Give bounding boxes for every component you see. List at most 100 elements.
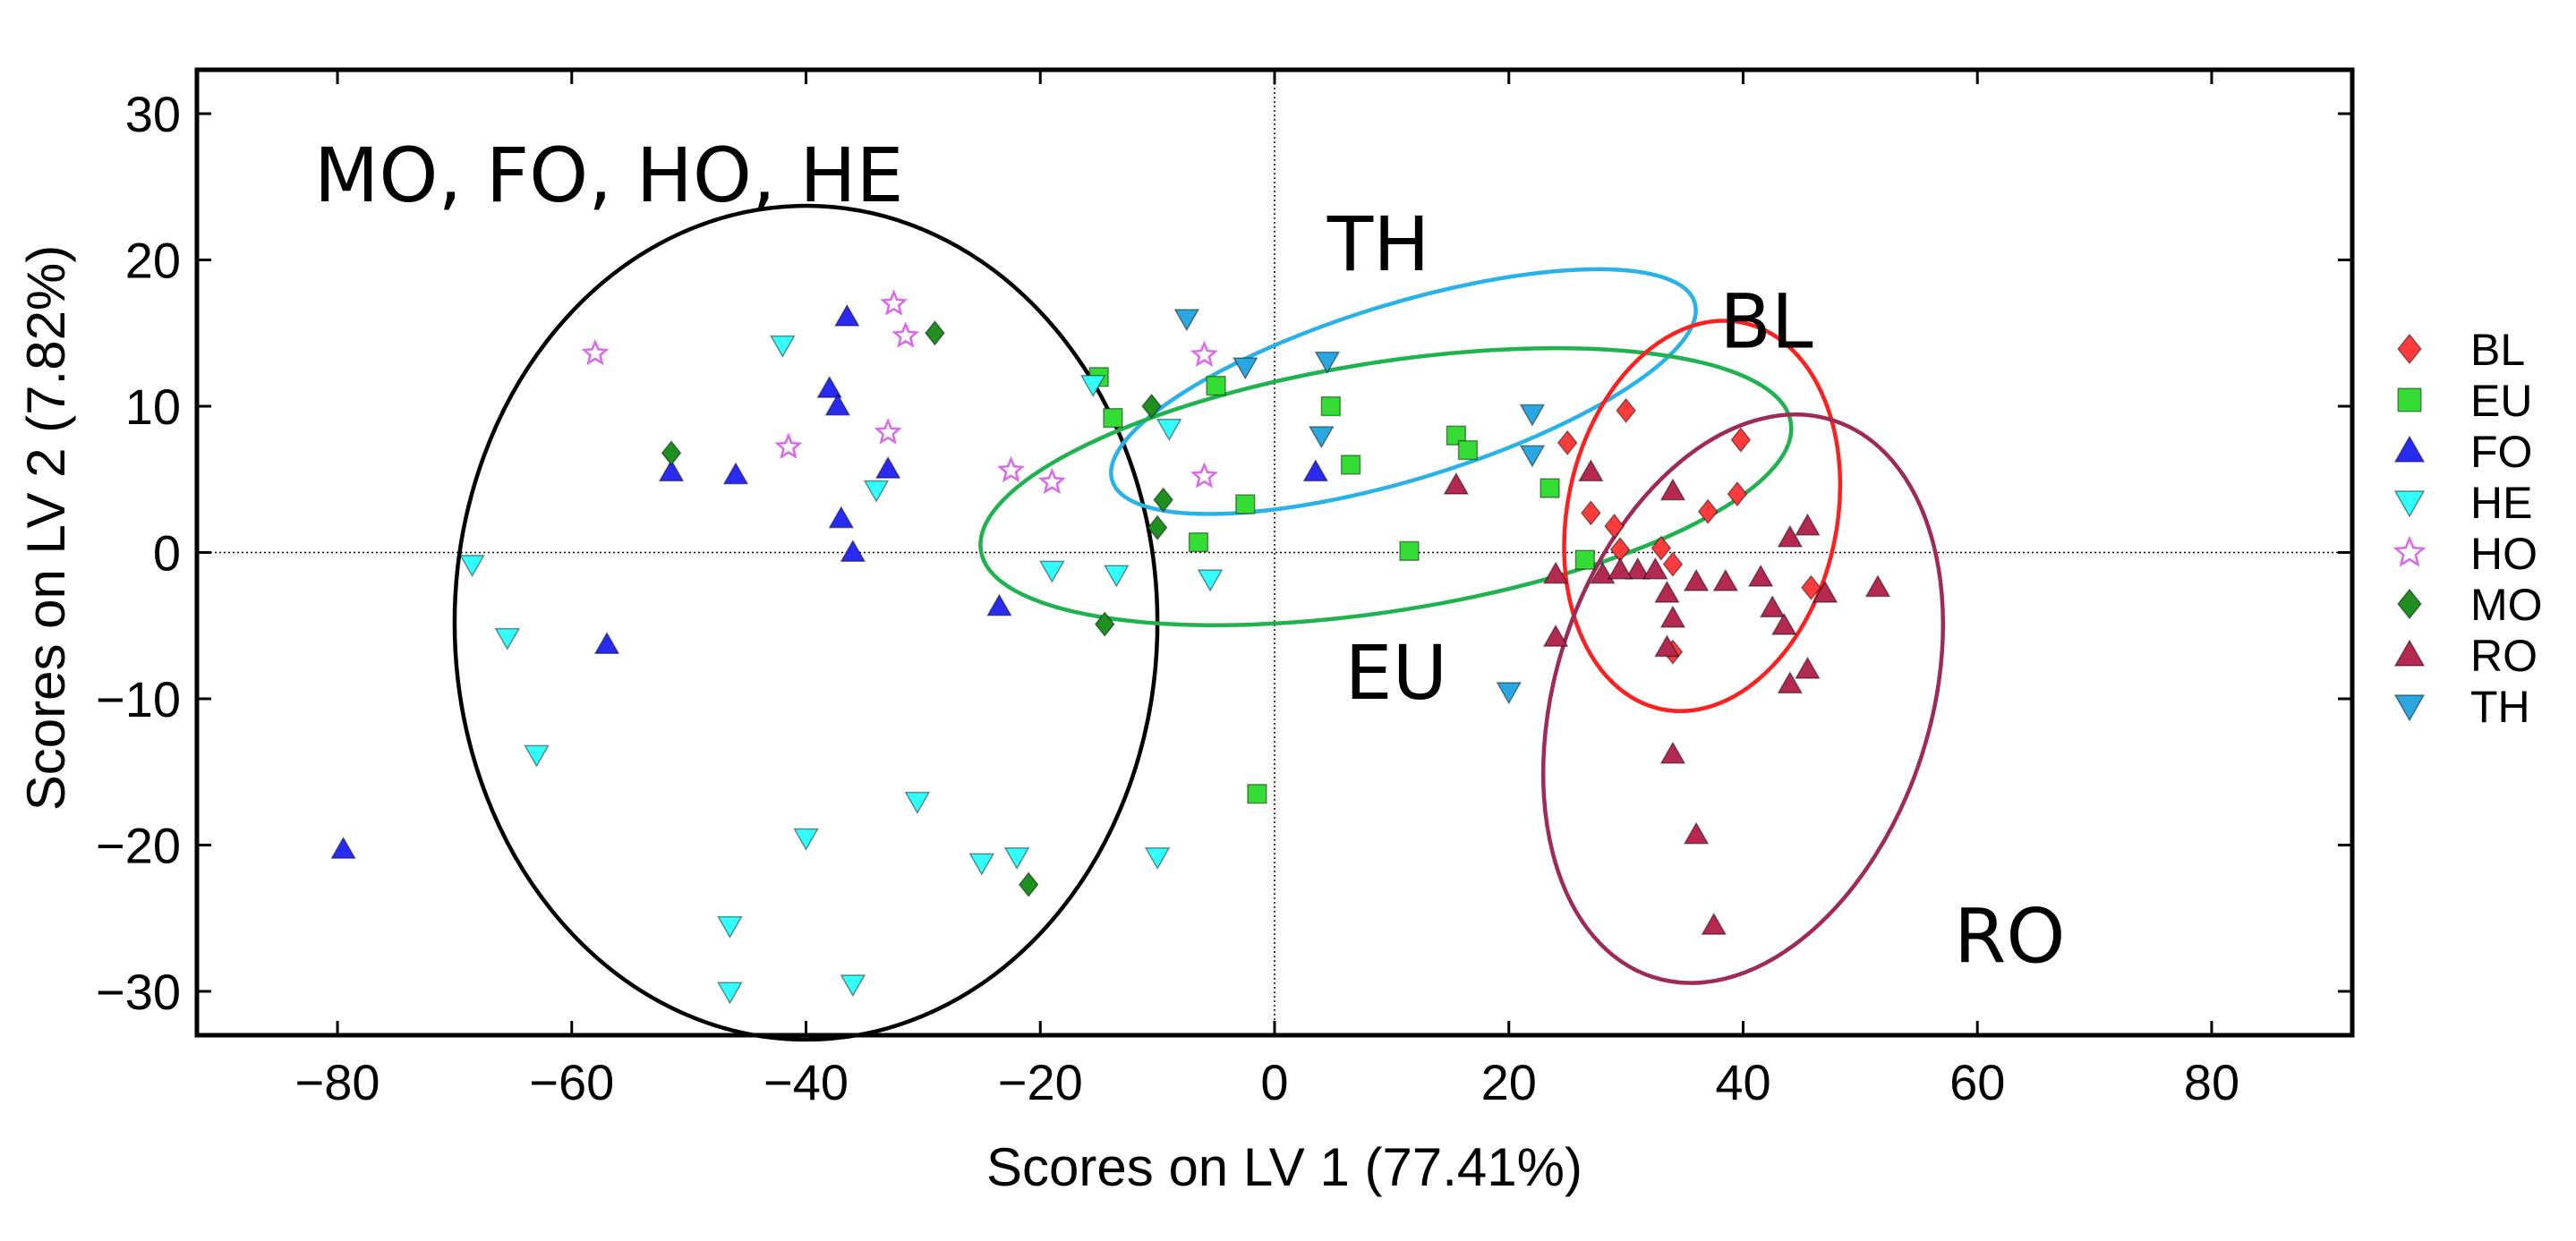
point-fo bbox=[1302, 459, 1329, 482]
point-he bbox=[793, 828, 819, 851]
legend-marker-mo bbox=[2397, 588, 2422, 620]
point-he bbox=[863, 480, 890, 503]
point-mo bbox=[1153, 487, 1174, 513]
point-ho bbox=[891, 321, 920, 348]
point-bl bbox=[1557, 429, 1578, 456]
point-ro bbox=[1607, 557, 1633, 580]
point-mo bbox=[1018, 871, 1039, 897]
point-he bbox=[1079, 374, 1106, 398]
group-ellipse-bl bbox=[1562, 319, 1843, 714]
group-ellipse-th bbox=[1109, 267, 1698, 516]
point-ro bbox=[1777, 671, 1804, 694]
point-eu bbox=[1574, 549, 1595, 570]
axis-ticks: −80 −60 −40 −20 0 20 40 60 80 30 20 10 0 −10 −20 −30 bbox=[96, 67, 2355, 1110]
legend-label-eu: EU bbox=[2470, 376, 2532, 426]
point-he bbox=[1039, 560, 1065, 583]
legend-marker-ho bbox=[2393, 535, 2427, 567]
y-tick-label: −20 bbox=[96, 817, 181, 873]
point-ho bbox=[1190, 462, 1218, 489]
point-eu bbox=[1340, 455, 1361, 475]
y-axis-label: Scores on LV 2 (7.82%) bbox=[16, 245, 76, 812]
point-eu bbox=[1188, 531, 1209, 553]
point-ho bbox=[880, 289, 908, 316]
point-mo bbox=[1094, 611, 1115, 637]
point-ro bbox=[1625, 557, 1651, 580]
point-fo bbox=[658, 459, 685, 482]
point-ho bbox=[581, 338, 610, 366]
point-fo bbox=[840, 539, 866, 562]
point-ro bbox=[1654, 580, 1680, 603]
point-ro bbox=[1795, 513, 1821, 536]
legend-label-fo: FO bbox=[2470, 427, 2532, 477]
point-fo bbox=[824, 393, 851, 416]
point-th bbox=[1232, 357, 1258, 380]
point-he bbox=[717, 915, 743, 939]
point-th bbox=[1314, 351, 1341, 374]
point-bl bbox=[1662, 551, 1684, 577]
point-mo bbox=[1147, 514, 1168, 540]
point-ro bbox=[1864, 574, 1891, 598]
point-ro bbox=[1795, 656, 1821, 679]
point-fo bbox=[834, 303, 860, 327]
point-ro bbox=[1759, 595, 1786, 618]
point-bl bbox=[1697, 498, 1719, 524]
x-tick-label: −40 bbox=[763, 1054, 849, 1110]
point-th bbox=[1519, 445, 1546, 468]
legend-marker-fo bbox=[2393, 435, 2426, 463]
point-bl bbox=[1727, 480, 1748, 507]
point-he bbox=[1144, 847, 1171, 871]
point-he bbox=[770, 335, 796, 358]
point-ro bbox=[1747, 564, 1774, 587]
group-ellipses bbox=[452, 203, 1946, 1042]
legend-label-ro: RO bbox=[2470, 631, 2538, 681]
point-fo bbox=[828, 506, 855, 529]
point-bl bbox=[1801, 574, 1821, 600]
point-mo bbox=[661, 440, 682, 466]
point-ro bbox=[1642, 557, 1668, 580]
legend-marker-he bbox=[2393, 490, 2426, 518]
point-ro bbox=[1683, 568, 1710, 591]
x-tick-label: 40 bbox=[1715, 1054, 1770, 1110]
legend-label-th: TH bbox=[2470, 682, 2530, 732]
point-ho bbox=[997, 455, 1026, 483]
legend-label-bl: BL bbox=[2470, 325, 2525, 375]
legend-marker-eu bbox=[2397, 387, 2422, 412]
group-label-ro: RO bbox=[1954, 892, 2065, 980]
y-tick-label: 20 bbox=[125, 233, 181, 289]
point-ro bbox=[1654, 634, 1680, 658]
point-ro bbox=[1701, 912, 1727, 935]
data-points bbox=[330, 289, 1891, 1005]
point-ho bbox=[1190, 340, 1218, 367]
point-bl bbox=[1604, 513, 1625, 540]
x-tick-label: 0 bbox=[1260, 1054, 1288, 1110]
y-tick-label: −10 bbox=[96, 671, 181, 727]
point-ro bbox=[1683, 821, 1710, 845]
point-fo bbox=[816, 375, 842, 398]
legend-marker-bl bbox=[2397, 333, 2422, 365]
group-label-th: TH bbox=[1326, 200, 1429, 288]
point-ho bbox=[1037, 467, 1066, 495]
point-he bbox=[840, 974, 866, 998]
point-th bbox=[1173, 309, 1200, 332]
point-fo bbox=[986, 593, 1012, 616]
point-ro bbox=[1542, 561, 1569, 584]
x-tick-label: 60 bbox=[1949, 1054, 2005, 1110]
point-he bbox=[968, 853, 995, 876]
point-eu bbox=[1320, 395, 1341, 417]
point-he bbox=[1104, 565, 1130, 588]
point-ro bbox=[1590, 561, 1616, 584]
point-ro bbox=[1578, 459, 1604, 482]
point-eu bbox=[1235, 494, 1256, 514]
point-bl bbox=[1651, 535, 1672, 561]
plot-frame bbox=[194, 67, 2355, 1038]
x-tick-label: −20 bbox=[998, 1054, 1083, 1110]
legend-label-mo: MO bbox=[2470, 580, 2543, 630]
point-th bbox=[1496, 682, 1523, 705]
y-tick-label: 0 bbox=[153, 525, 181, 582]
plot-area bbox=[197, 70, 2352, 1035]
point-fo bbox=[330, 836, 356, 859]
group-label-mo-fo-ho-he: MO, FO, HO, HE bbox=[314, 132, 904, 219]
legend-label-ho: HO bbox=[2470, 529, 2538, 579]
